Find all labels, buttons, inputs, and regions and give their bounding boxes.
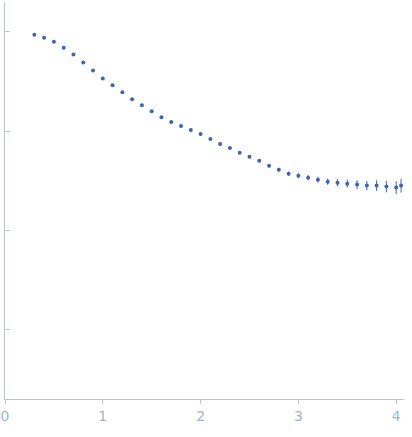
svg-text:2: 2 (196, 408, 205, 424)
svg-text:3: 3 (294, 408, 303, 424)
svg-text:0: 0 (1, 408, 10, 424)
svg-text:1: 1 (98, 408, 107, 424)
svg-text:4: 4 (392, 408, 401, 424)
